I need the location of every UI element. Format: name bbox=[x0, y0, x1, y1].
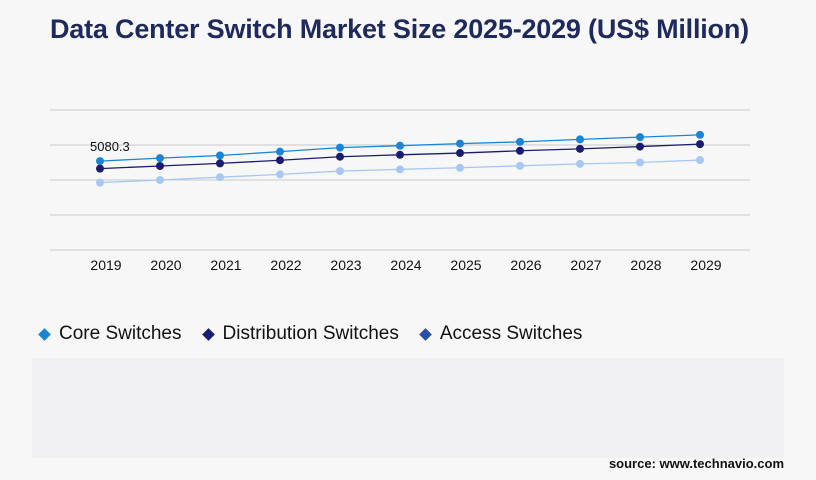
data-point bbox=[216, 159, 224, 168]
data-point bbox=[96, 164, 104, 173]
data-point bbox=[336, 143, 344, 152]
data-point bbox=[636, 158, 644, 167]
data-point bbox=[396, 165, 404, 174]
data-label: 5080.3 bbox=[90, 139, 130, 154]
x-tick-label: 2024 bbox=[390, 257, 421, 273]
data-point bbox=[96, 178, 104, 187]
x-tick-label: 2027 bbox=[570, 257, 601, 273]
data-point bbox=[696, 130, 704, 139]
data-point bbox=[456, 149, 464, 158]
x-tick-label: 2022 bbox=[270, 257, 301, 273]
x-tick-label: 2023 bbox=[330, 257, 361, 273]
data-point bbox=[576, 159, 584, 168]
data-point bbox=[516, 146, 524, 155]
data-point bbox=[396, 141, 404, 150]
data-point bbox=[456, 163, 464, 172]
x-tick-label: 2025 bbox=[450, 257, 481, 273]
legend-item: Access Switches bbox=[418, 323, 583, 345]
data-point bbox=[516, 161, 524, 170]
x-tick-label: 2026 bbox=[510, 257, 541, 273]
data-point bbox=[96, 157, 104, 166]
data-point bbox=[396, 150, 404, 159]
data-point bbox=[216, 173, 224, 182]
legend-label: Access Switches bbox=[439, 323, 583, 344]
chart-title: Data Center Switch Market Size 2025-2029… bbox=[50, 14, 749, 44]
data-point bbox=[336, 167, 344, 176]
data-point bbox=[576, 135, 584, 144]
data-point bbox=[696, 156, 704, 165]
chart-legend: Core Switches Distribution Switches Access… bbox=[38, 323, 583, 345]
data-point bbox=[336, 152, 344, 161]
legend-marker-icon bbox=[201, 327, 215, 341]
legend-panel-background bbox=[32, 358, 784, 458]
data-point bbox=[576, 144, 584, 153]
data-point bbox=[276, 170, 284, 179]
legend-label: Core Switches bbox=[59, 323, 182, 344]
data-point bbox=[456, 139, 464, 148]
x-tick-label: 2020 bbox=[150, 257, 181, 273]
source-credit: source: www.technavio.com bbox=[608, 456, 784, 471]
data-point bbox=[276, 156, 284, 165]
data-point bbox=[636, 133, 644, 142]
data-point bbox=[156, 162, 164, 170]
x-tick-label: 2028 bbox=[630, 257, 661, 273]
data-point bbox=[636, 142, 644, 151]
data-point bbox=[696, 140, 704, 149]
data-point bbox=[156, 154, 164, 163]
legend-label: Distribution Switches bbox=[222, 323, 399, 344]
data-point bbox=[156, 176, 164, 184]
legend-item: Core Switches bbox=[38, 323, 182, 345]
data-point bbox=[276, 147, 284, 156]
legend-item: Distribution Switches bbox=[201, 323, 399, 345]
x-tick-label: 2021 bbox=[210, 257, 241, 273]
data-point bbox=[216, 151, 224, 160]
data-point bbox=[516, 137, 524, 146]
legend-marker-icon bbox=[38, 327, 51, 341]
x-tick-label: 2019 bbox=[90, 257, 121, 273]
legend-marker-icon bbox=[418, 327, 432, 341]
line-chart: 2019 2020 2021 2022 2023 2024 2025 2026 2027 2028… bbox=[50, 109, 750, 273]
x-tick-label: 2029 bbox=[690, 257, 721, 273]
